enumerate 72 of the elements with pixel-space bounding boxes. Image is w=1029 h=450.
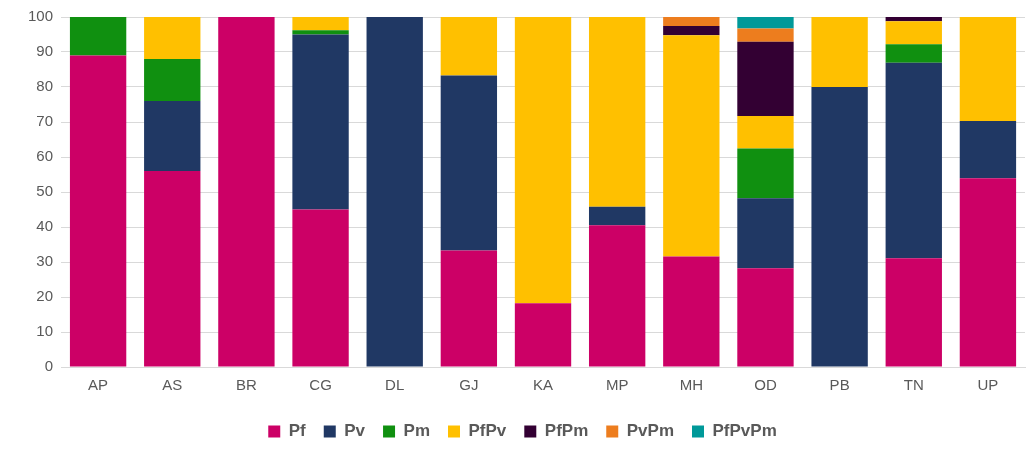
bar — [885, 17, 942, 22]
bar — [737, 268, 794, 367]
y-tick-label: 60 — [36, 147, 54, 165]
legend-label: PvPm — [626, 421, 674, 441]
bar — [885, 44, 942, 63]
bar — [144, 59, 201, 101]
x-tick-label: MP — [605, 376, 629, 394]
bar — [440, 75, 498, 251]
bar — [144, 101, 201, 171]
bar — [811, 17, 868, 87]
bar — [663, 17, 720, 27]
bar — [69, 55, 127, 367]
bar — [663, 35, 720, 257]
legend-label: PfPvPm — [712, 421, 777, 441]
bar — [663, 256, 720, 367]
y-tick-label: 90 — [36, 42, 54, 60]
bar — [440, 17, 498, 76]
bar — [440, 250, 498, 367]
x-tick-label: GJ — [459, 376, 479, 394]
bar — [737, 28, 794, 42]
legend-label: Pm — [403, 421, 431, 441]
bar — [292, 209, 349, 367]
bar — [811, 87, 868, 367]
x-tick-label: OD — [754, 376, 777, 394]
bar — [292, 30, 349, 35]
bar — [218, 17, 275, 367]
x-tick-label: TN — [903, 376, 924, 394]
y-tick-label: 70 — [36, 112, 54, 130]
bar — [663, 26, 720, 36]
legend-label: Pf — [288, 421, 307, 441]
bar — [144, 171, 201, 367]
bar — [588, 225, 646, 367]
x-tick-label: CG — [309, 376, 332, 394]
bar — [366, 17, 423, 367]
y-tick-label: 20 — [36, 287, 54, 305]
legend-label: PfPm — [544, 421, 589, 441]
bar — [885, 258, 942, 367]
bar — [737, 116, 794, 149]
x-tick-label: BR — [235, 376, 257, 394]
bar — [959, 120, 1017, 179]
legend-label: PfPv — [468, 421, 507, 441]
x-tick-label: MH — [679, 376, 703, 394]
bar — [514, 303, 572, 367]
bar — [514, 17, 572, 304]
x-tick-label: KA — [533, 376, 554, 394]
bar — [69, 17, 127, 56]
bar — [885, 62, 942, 259]
x-tick-label: DL — [385, 376, 405, 394]
x-tick-label: AP — [88, 376, 109, 394]
y-tick-label: 50 — [36, 182, 54, 200]
bar — [959, 178, 1017, 367]
y-tick-label: 30 — [36, 252, 54, 270]
bar — [144, 17, 201, 59]
bar — [588, 17, 646, 207]
x-tick-label: PB — [829, 376, 850, 394]
bar — [737, 41, 794, 117]
legend-label: Pv — [344, 421, 366, 441]
bar — [737, 148, 794, 199]
bar — [737, 17, 794, 29]
y-tick-label: 100 — [28, 7, 54, 25]
bar — [292, 17, 349, 31]
y-tick-label: 0 — [44, 357, 54, 375]
y-tick-label: 80 — [36, 77, 54, 95]
bar — [588, 206, 646, 226]
bar — [959, 17, 1017, 121]
bar — [292, 34, 349, 210]
bar — [885, 21, 942, 45]
y-tick-label: 10 — [36, 322, 54, 340]
x-tick-label: AS — [162, 376, 183, 394]
y-tick-label: 40 — [36, 217, 54, 235]
x-tick-label: UP — [977, 376, 999, 394]
bar — [737, 198, 794, 269]
